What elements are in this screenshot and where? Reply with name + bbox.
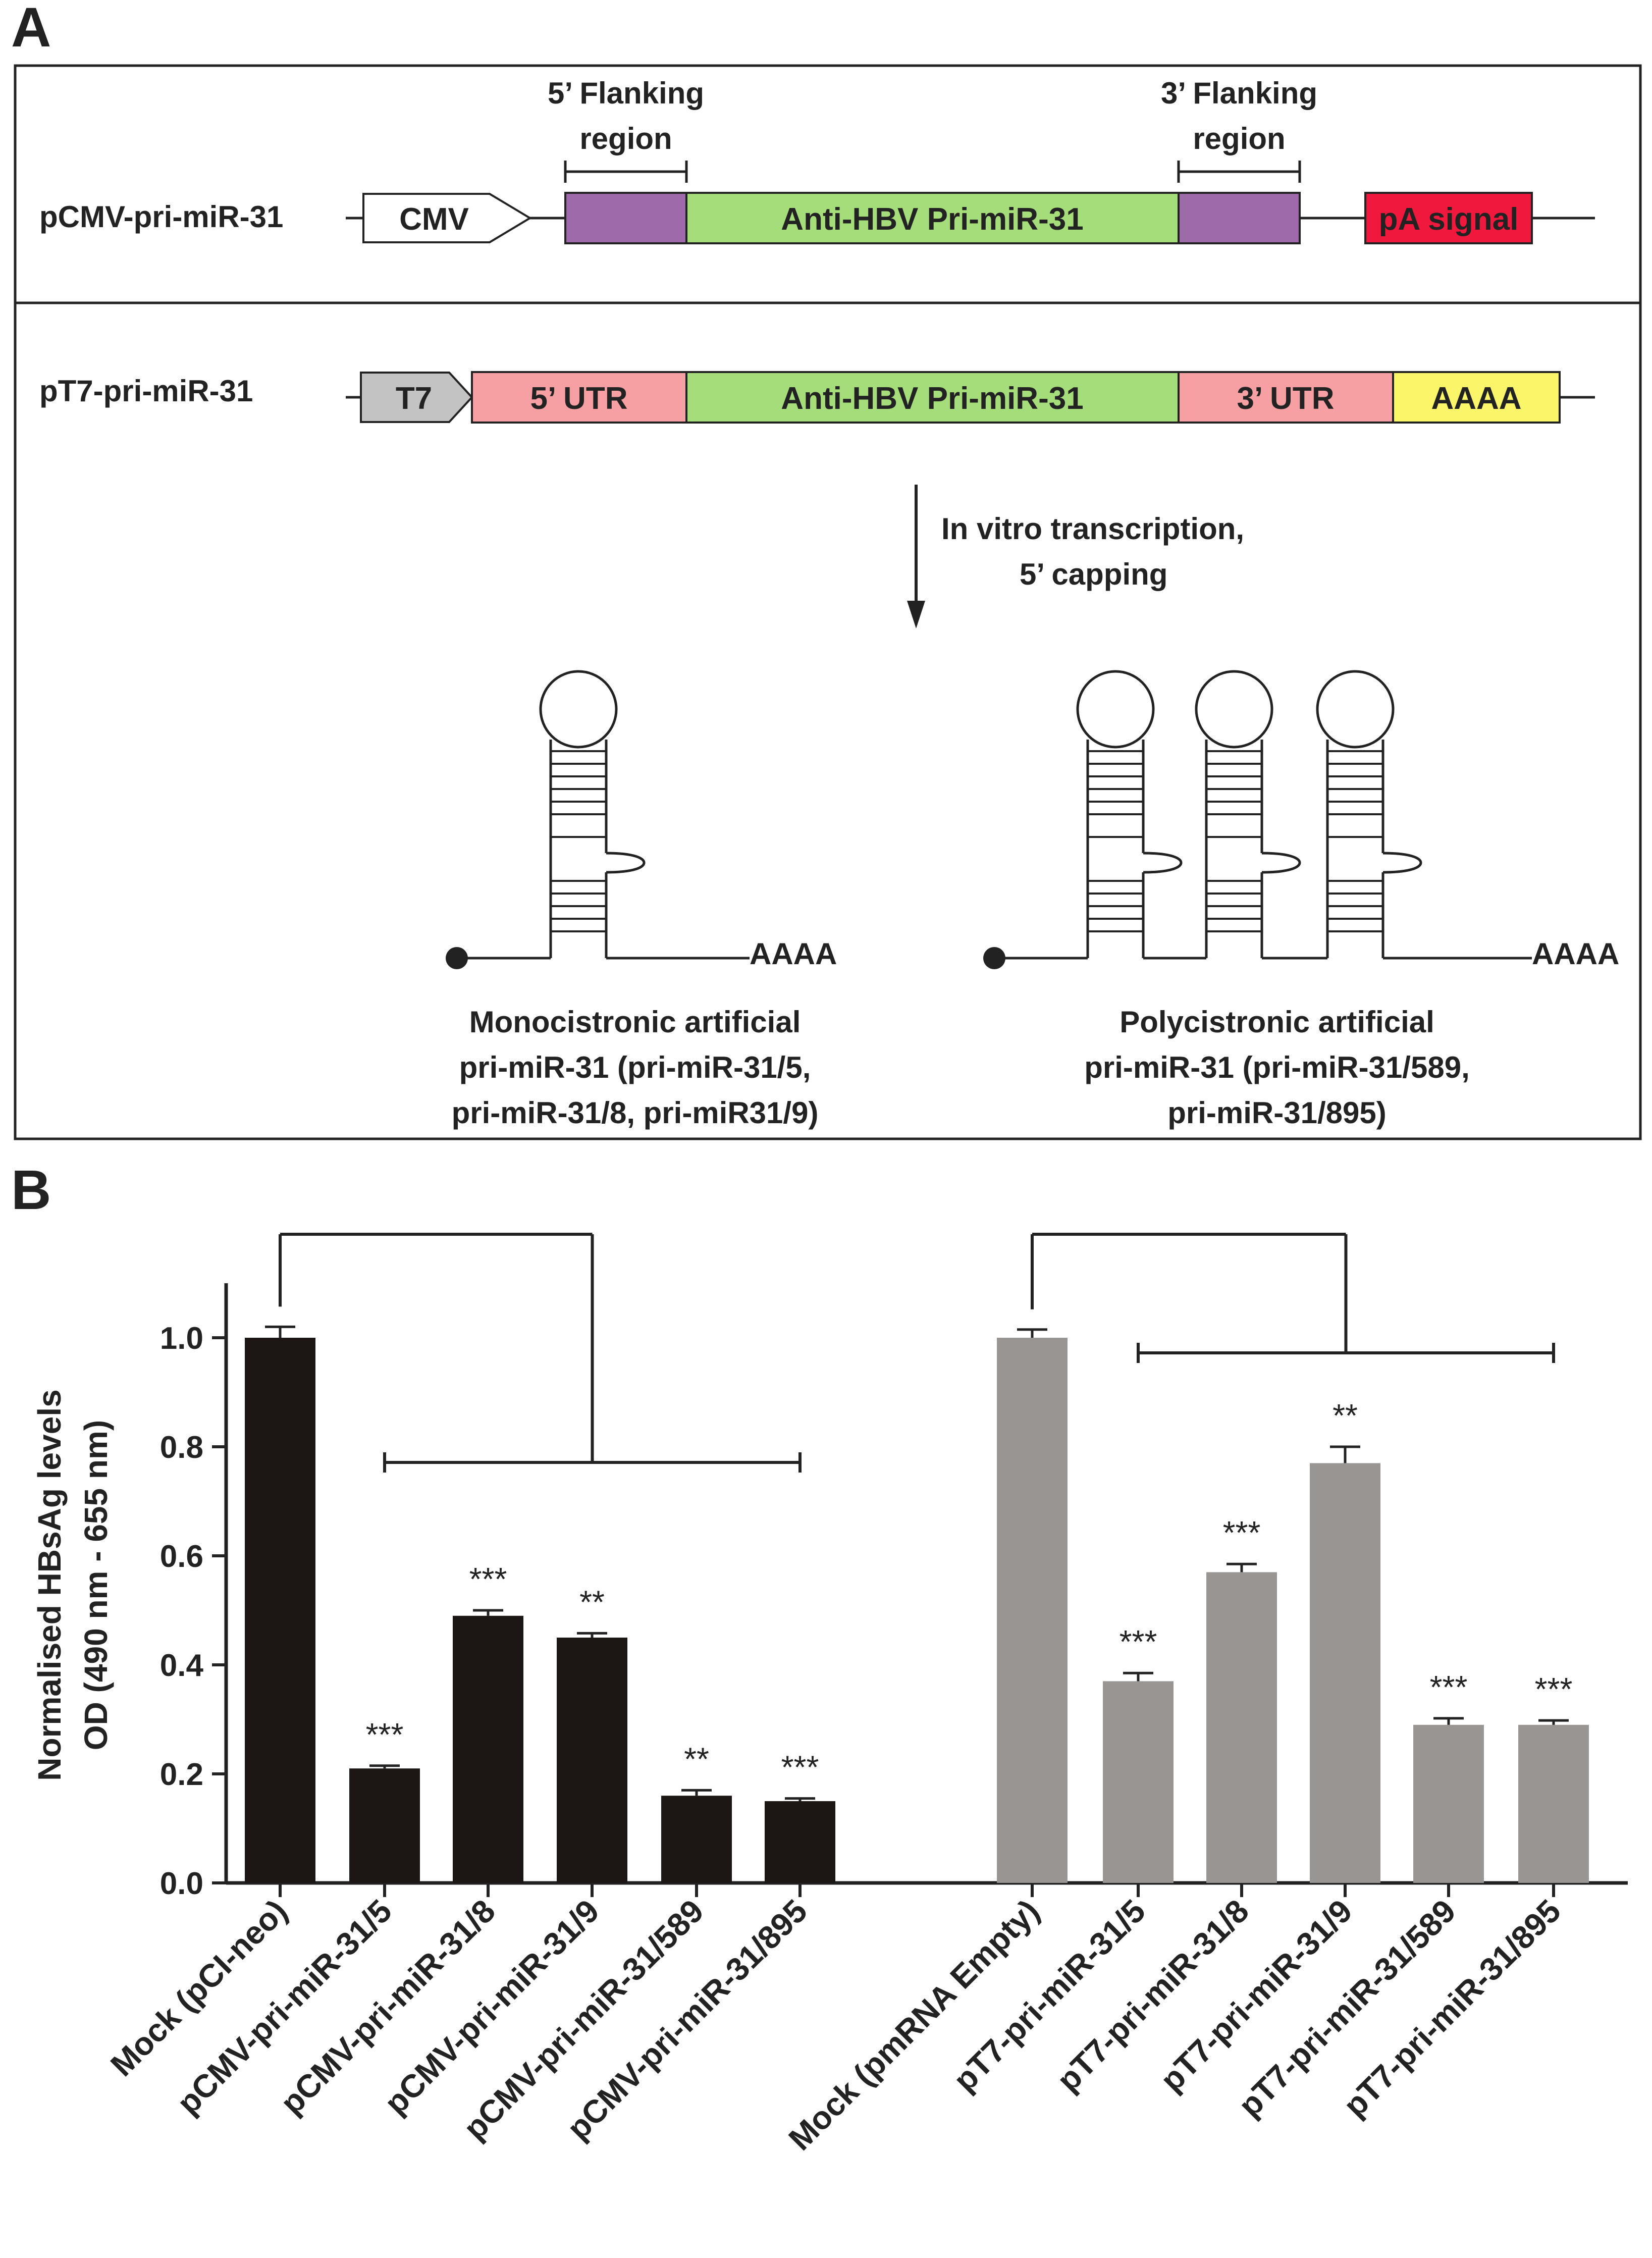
process-text-1: In vitro transcription, bbox=[941, 512, 1244, 546]
poly-tail: AAAA bbox=[1532, 937, 1619, 971]
flank-5-title-1: 5’ Flanking bbox=[548, 76, 704, 110]
construct-pcmv: pCMV-pri-miR-31 CMV Anti-HBV Pri-miR-31 … bbox=[39, 76, 1595, 244]
bar bbox=[349, 1768, 420, 1883]
ylabel-line-2: OD (490 nm - 655 nm) bbox=[78, 1420, 114, 1750]
process-text-2: 5’ capping bbox=[1020, 557, 1167, 591]
stem-bulge bbox=[1382, 852, 1422, 874]
utr5-label: 5’ UTR bbox=[530, 381, 628, 416]
flank-3-region bbox=[1178, 192, 1301, 244]
y-tick-label: 1.0 bbox=[160, 1321, 203, 1356]
flank-3-title-2: region bbox=[1193, 122, 1285, 155]
polya-label: AAAA bbox=[1431, 381, 1521, 416]
panel-b-label: B bbox=[11, 1159, 51, 1221]
poly-caption-2: pri-miR-31 (pri-miR-31/589, bbox=[1084, 1051, 1470, 1084]
flank-5-title-2: region bbox=[579, 122, 672, 155]
category-label: pT7-pri-miR-31/5 bbox=[946, 1893, 1152, 2098]
insert-region-2 bbox=[685, 371, 1180, 424]
hairpin bbox=[1076, 670, 1183, 958]
pa-label: pA signal bbox=[1379, 202, 1519, 237]
hairpin-structures bbox=[446, 670, 1532, 969]
insert-label: Anti-HBV Pri-miR-31 bbox=[781, 202, 1083, 237]
comparison-bracket bbox=[1031, 1233, 1555, 1363]
insert-region bbox=[685, 192, 1180, 244]
hairpin bbox=[1195, 670, 1301, 958]
y-tick-label: 0.8 bbox=[160, 1430, 203, 1465]
hairpin-loop bbox=[539, 670, 618, 749]
panel-a-label: A bbox=[11, 0, 51, 59]
significance-label: *** bbox=[1223, 1514, 1261, 1551]
ylabel-line-1: Normalised HBsAg levels bbox=[31, 1389, 68, 1780]
flank-5-region bbox=[564, 192, 687, 244]
panel-a-frame bbox=[14, 64, 1642, 1140]
bar bbox=[765, 1801, 835, 1883]
cmv-promoter bbox=[362, 193, 532, 243]
poly-caption-3: pri-miR-31/895) bbox=[1167, 1096, 1386, 1130]
comparison-bracket bbox=[279, 1233, 802, 1473]
mono-caption-3: pri-miR-31/8, pri-miR31/9) bbox=[452, 1096, 819, 1130]
pa-signal bbox=[1364, 192, 1533, 244]
bar bbox=[557, 1638, 627, 1883]
polya-tail-box bbox=[1392, 371, 1561, 424]
bar bbox=[1310, 1463, 1380, 1883]
bar bbox=[661, 1796, 732, 1883]
utr-5 bbox=[471, 371, 687, 424]
t7-label: T7 bbox=[396, 381, 432, 416]
stem-bulge bbox=[606, 852, 646, 874]
process-arrow bbox=[907, 485, 925, 628]
bar bbox=[453, 1615, 523, 1883]
significance-label: ** bbox=[1333, 1397, 1358, 1434]
construct2-name: pT7-pri-miR-31 bbox=[39, 374, 253, 408]
t7-promoter bbox=[360, 372, 473, 423]
stem-bulge bbox=[1261, 852, 1301, 874]
y-tick-label: 0.0 bbox=[160, 1866, 203, 1901]
flank-3-bracket bbox=[1177, 161, 1301, 183]
hairpin bbox=[539, 670, 646, 958]
mono-caption-2: pri-miR-31 (pri-miR-31/5, bbox=[459, 1051, 811, 1084]
category-label: pT7-pri-miR-31/9 bbox=[1153, 1893, 1359, 2098]
significance-label: *** bbox=[469, 1561, 507, 1597]
significance-label: *** bbox=[1120, 1623, 1157, 1660]
significance-label: ** bbox=[684, 1741, 709, 1777]
flank-3-title-1: 3’ Flanking bbox=[1161, 76, 1317, 110]
bar bbox=[997, 1338, 1068, 1883]
construct-pt7: pT7-pri-miR-31 T7 5’ UTR Anti-HBV Pri-mi… bbox=[39, 371, 1595, 424]
bar bbox=[245, 1338, 315, 1883]
category-label: pT7-pri-miR-31/8 bbox=[1050, 1893, 1256, 2098]
bar bbox=[1206, 1572, 1277, 1883]
stem-bulge bbox=[1143, 852, 1183, 874]
significance-label: *** bbox=[1535, 1671, 1573, 1707]
y-axis-title: Normalised HBsAg levels OD (490 nm - 655… bbox=[31, 1389, 114, 1780]
hairpin-loop bbox=[1076, 670, 1155, 749]
bar bbox=[1518, 1724, 1589, 1883]
significance-label: *** bbox=[781, 1749, 819, 1786]
significance-label: *** bbox=[1430, 1669, 1468, 1705]
mono-tail: AAAA bbox=[750, 937, 837, 971]
y-tick-label: 0.4 bbox=[160, 1648, 204, 1683]
significance-label: *** bbox=[366, 1716, 404, 1753]
cmv-label: CMV bbox=[399, 202, 469, 237]
poly-caption-1: Polycistronic artificial bbox=[1120, 1005, 1434, 1039]
bar bbox=[1103, 1681, 1174, 1883]
construct1-name: pCMV-pri-miR-31 bbox=[39, 200, 283, 234]
mono-caption-1: Monocistronic artificial bbox=[469, 1005, 801, 1039]
y-tick-label: 0.2 bbox=[160, 1757, 203, 1792]
bar bbox=[1413, 1724, 1484, 1883]
y-tick-label: 0.6 bbox=[160, 1539, 203, 1574]
utr3-label: 3’ UTR bbox=[1237, 381, 1335, 416]
significance-label: ** bbox=[579, 1584, 605, 1620]
hairpin-loop bbox=[1316, 670, 1395, 749]
insert2-label: Anti-HBV Pri-miR-31 bbox=[781, 381, 1083, 416]
hairpin-loop bbox=[1195, 670, 1273, 749]
flank-5-bracket bbox=[564, 161, 688, 183]
hairpin bbox=[1316, 670, 1422, 958]
category-label: Mock (pCI-neo) bbox=[103, 1893, 294, 2083]
